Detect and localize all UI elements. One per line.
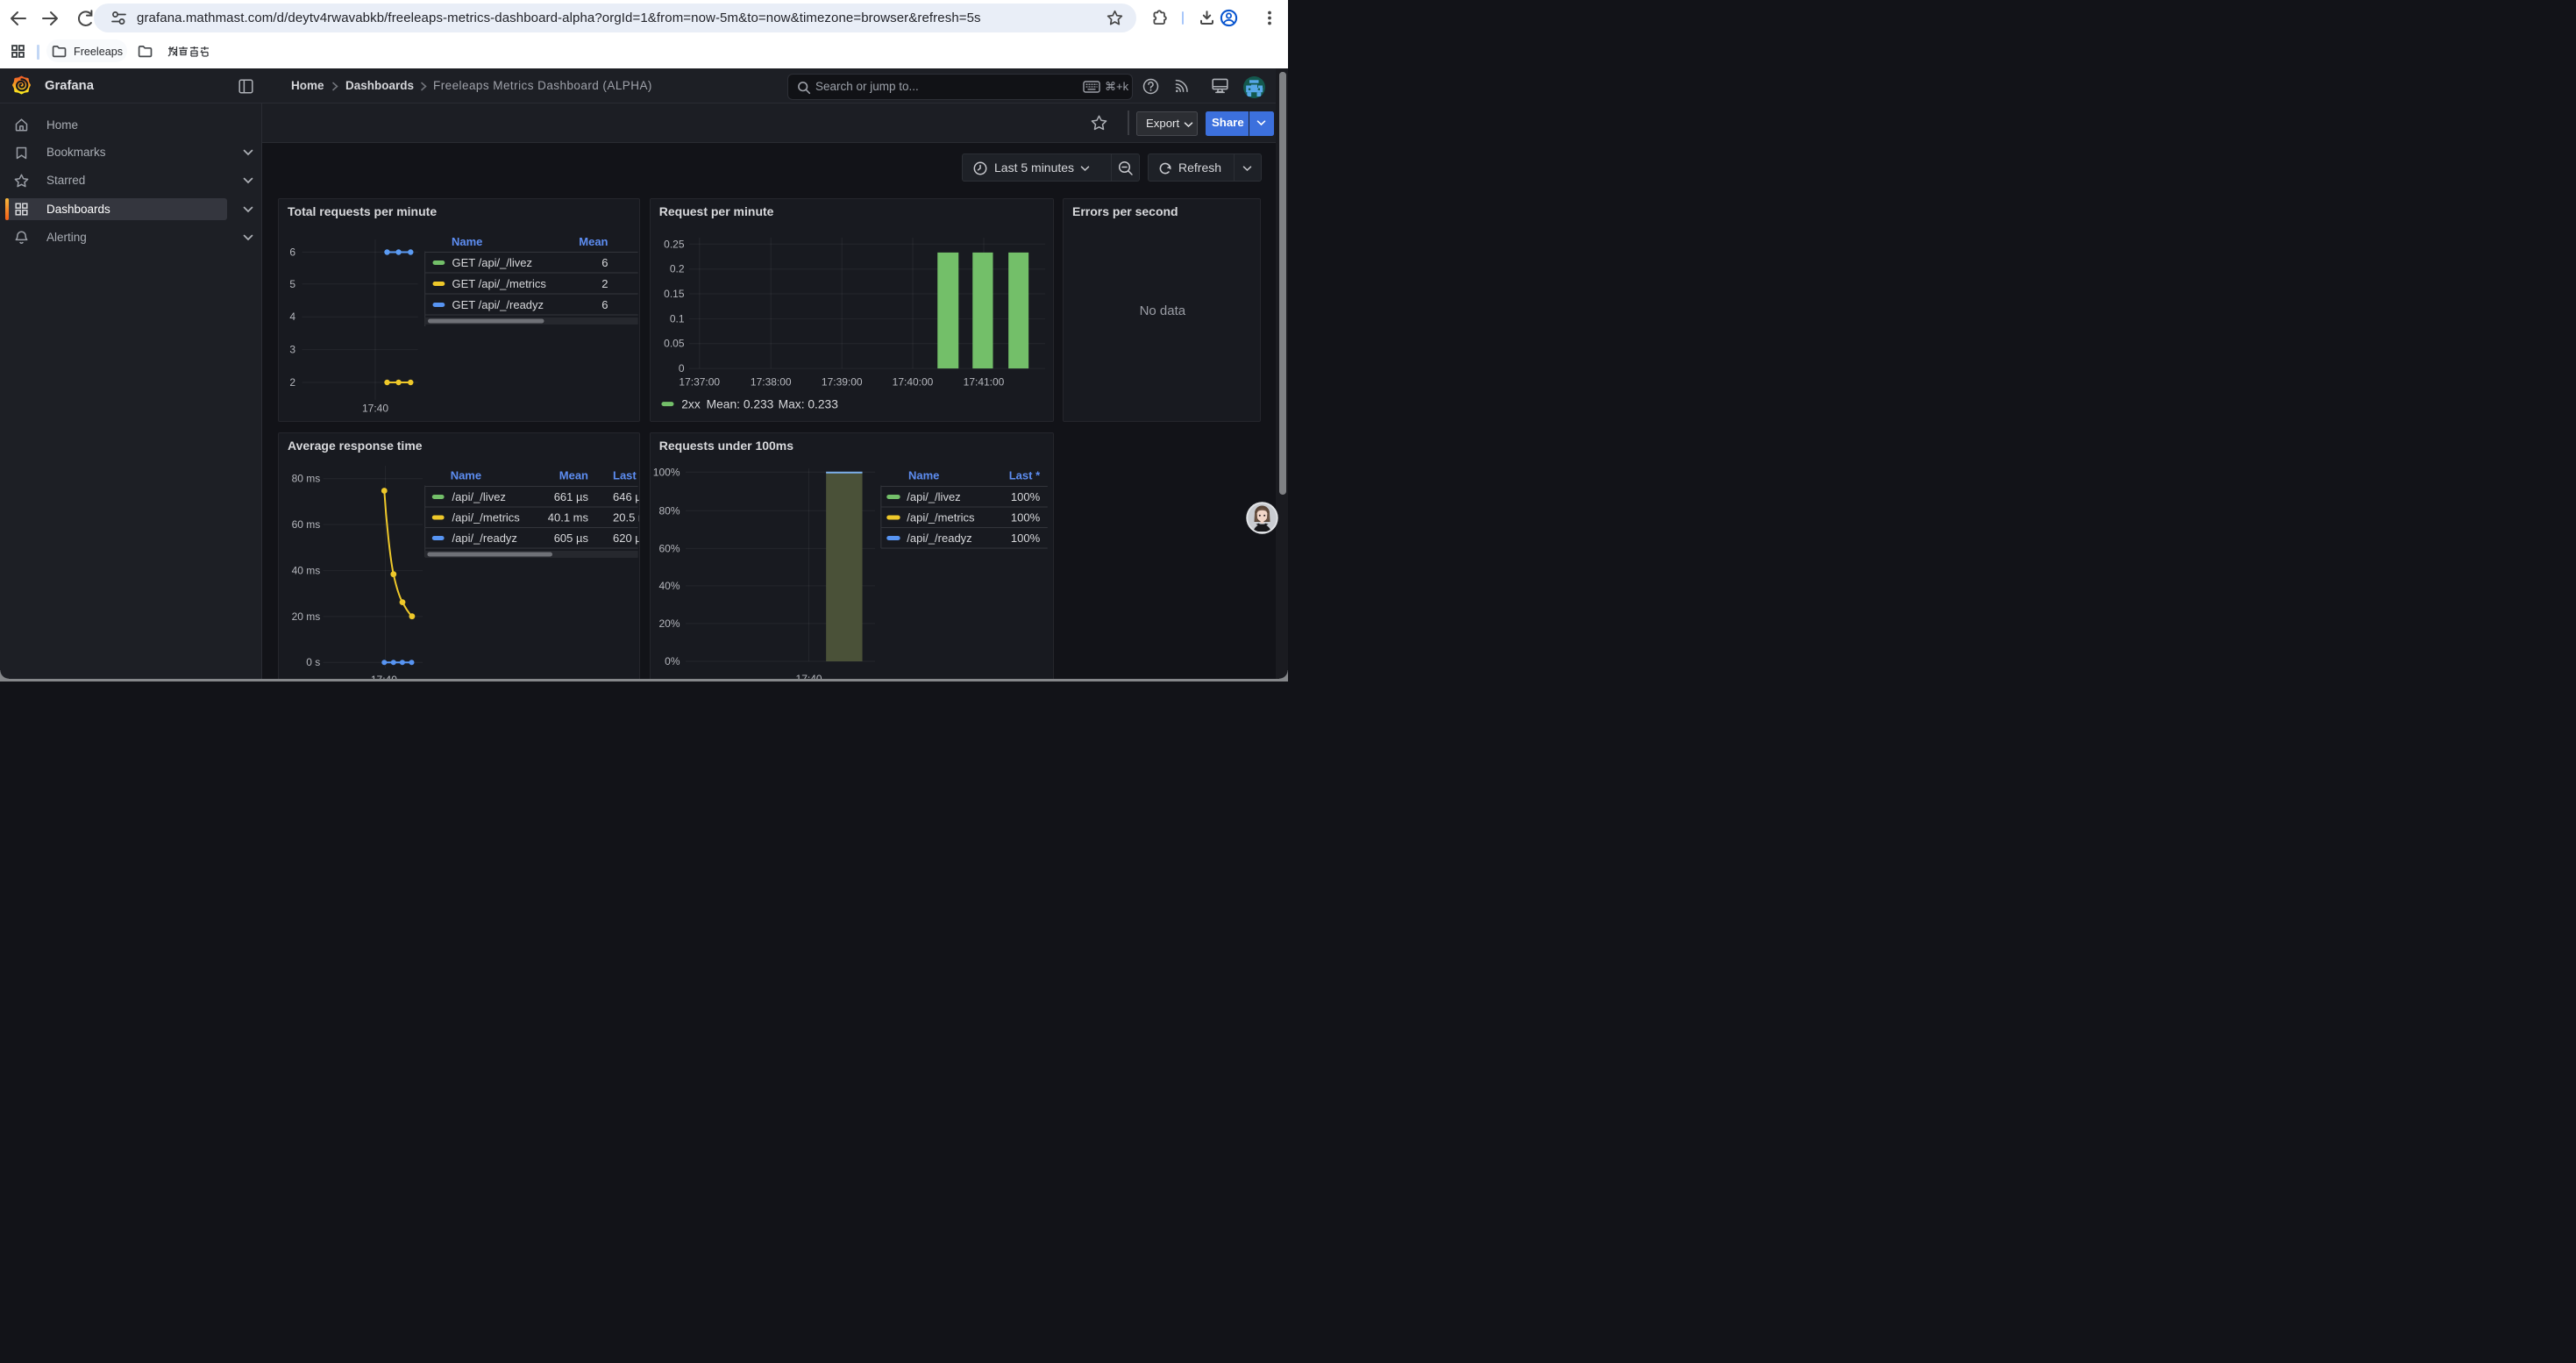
svg-text:6: 6	[289, 246, 295, 259]
svg-text:6: 6	[601, 298, 608, 311]
svg-text:/api/_/readyz: /api/_/readyz	[452, 532, 517, 545]
svg-text:646 µ: 646 µ	[613, 490, 640, 503]
svg-text:4: 4	[289, 310, 295, 323]
svg-text:2xx: 2xx	[681, 398, 701, 411]
svg-text:20.5 r: 20.5 r	[613, 511, 640, 525]
svg-text:80%: 80%	[658, 504, 680, 517]
svg-text:40.1 ms: 40.1 ms	[548, 511, 589, 525]
svg-text:0%: 0%	[665, 655, 680, 667]
svg-text:Name: Name	[908, 469, 939, 482]
svg-text:17:40: 17:40	[371, 674, 397, 682]
svg-text:GET /api/_/livez: GET /api/_/livez	[452, 256, 533, 269]
svg-text:17:38:00: 17:38:00	[751, 375, 792, 388]
svg-text:620 µ: 620 µ	[613, 532, 640, 545]
svg-text:GET /api/_/readyz: GET /api/_/readyz	[452, 298, 544, 311]
svg-text:661 µs: 661 µs	[554, 490, 589, 503]
svg-text:Name: Name	[451, 469, 481, 482]
svg-text:0.1: 0.1	[670, 312, 685, 325]
svg-text:2: 2	[601, 277, 608, 290]
svg-text:17:39:00: 17:39:00	[822, 375, 863, 388]
svg-text:100%: 100%	[1011, 490, 1041, 503]
svg-text:60%: 60%	[658, 542, 680, 554]
svg-text:Mean: Mean	[579, 235, 608, 248]
svg-text:100%: 100%	[653, 466, 680, 478]
svg-text:17:41:00: 17:41:00	[963, 375, 1004, 388]
svg-text:0.15: 0.15	[664, 288, 685, 300]
svg-text:40%: 40%	[658, 580, 680, 592]
svg-text:0.05: 0.05	[664, 338, 685, 350]
svg-text:/api/_/metrics: /api/_/metrics	[907, 511, 975, 525]
svg-text:100%: 100%	[1011, 511, 1041, 525]
svg-text:Last *: Last *	[613, 469, 640, 482]
svg-text:0.2: 0.2	[670, 263, 685, 275]
svg-text:/api/_/metrics: /api/_/metrics	[452, 511, 521, 525]
svg-text:/api/_/readyz: /api/_/readyz	[907, 532, 971, 545]
svg-text:0 s: 0 s	[306, 656, 320, 668]
svg-text:2: 2	[289, 376, 295, 389]
svg-text:60 ms: 60 ms	[292, 518, 321, 531]
svg-text:17:37:00: 17:37:00	[679, 375, 720, 388]
svg-text:/api/_/livez: /api/_/livez	[452, 490, 506, 503]
svg-text:605 µs: 605 µs	[554, 532, 589, 545]
svg-text:80 ms: 80 ms	[292, 473, 321, 485]
svg-text:20%: 20%	[658, 617, 680, 630]
svg-text:17:40: 17:40	[362, 403, 388, 415]
svg-text:100%: 100%	[1011, 532, 1041, 545]
svg-text:17:40:00: 17:40:00	[892, 375, 933, 388]
svg-text:40 ms: 40 ms	[292, 565, 321, 577]
svg-text:/api/_/livez: /api/_/livez	[907, 490, 960, 503]
svg-text:Mean: 0.233: Mean: 0.233	[706, 398, 773, 411]
svg-text:GET /api/_/metrics: GET /api/_/metrics	[452, 277, 547, 290]
svg-text:0.25: 0.25	[664, 238, 685, 250]
svg-text:6: 6	[601, 256, 608, 269]
svg-text:Max: 0.233: Max: 0.233	[778, 398, 838, 411]
svg-text:3: 3	[289, 344, 295, 356]
svg-text:17:40: 17:40	[795, 673, 822, 682]
svg-text:Mean: Mean	[559, 469, 588, 482]
svg-text:5: 5	[289, 278, 295, 290]
svg-text:20 ms: 20 ms	[292, 610, 321, 623]
svg-text:Last *: Last *	[1008, 469, 1040, 482]
svg-text:Name: Name	[452, 235, 482, 248]
svg-text:0: 0	[679, 362, 685, 375]
